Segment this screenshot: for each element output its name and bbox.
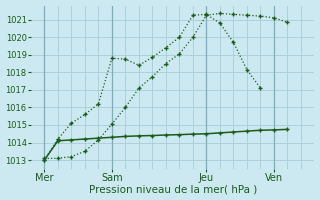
X-axis label: Pression niveau de la mer( hPa ): Pression niveau de la mer( hPa ) [89, 184, 257, 194]
